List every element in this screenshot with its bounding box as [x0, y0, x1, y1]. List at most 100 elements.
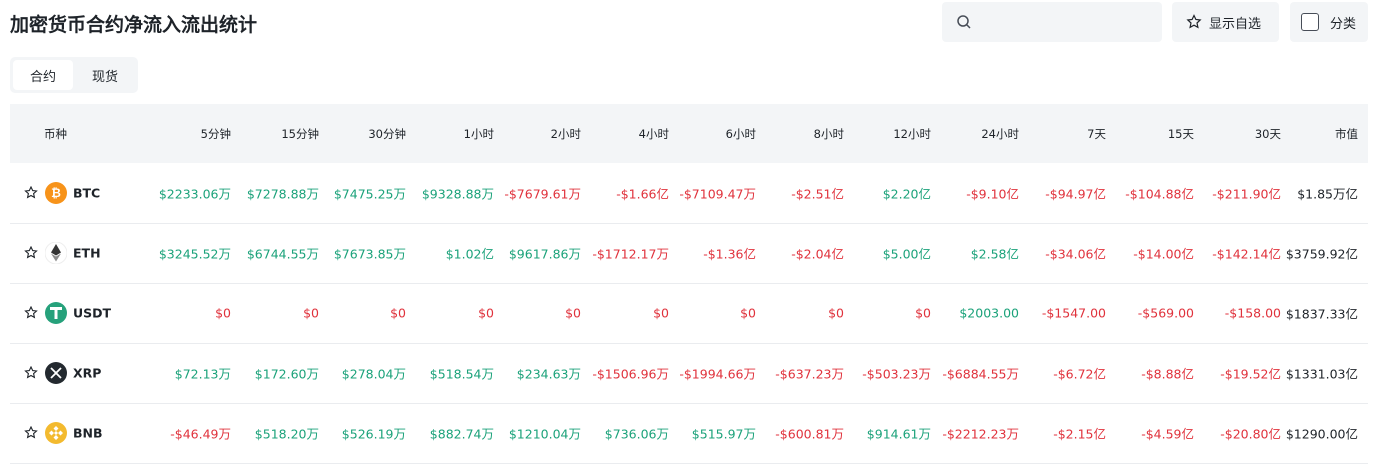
- flow-value: $9617.86万: [508, 246, 581, 262]
- flow-value: -$34.06亿: [1045, 246, 1106, 262]
- flow-value: $1290.00亿: [1285, 426, 1358, 442]
- flow-value: -$1.36亿: [703, 246, 756, 262]
- flow-value: -$2.51亿: [791, 186, 844, 202]
- flow-value: $172.60万: [254, 366, 319, 382]
- flow-value: $0: [478, 305, 494, 321]
- flow-value: -$2212.23万: [942, 426, 1019, 442]
- flow-value: $518.54万: [429, 366, 494, 382]
- column-header: 2小时: [550, 127, 581, 141]
- row-separator: [10, 283, 1368, 284]
- column-header: 15分钟: [281, 127, 319, 141]
- row-separator: [10, 403, 1368, 404]
- flow-value: $1837.33亿: [1285, 306, 1358, 322]
- row-separator: [10, 223, 1368, 224]
- row-separator: [10, 343, 1368, 344]
- flow-value: $736.06万: [604, 426, 669, 442]
- flow-value: -$1506.96万: [592, 366, 669, 382]
- checkbox: [1301, 13, 1319, 31]
- flow-value: -$1547.00: [1041, 305, 1106, 321]
- tab[interactable]: 现货: [91, 69, 118, 85]
- flow-value: -$9.10亿: [966, 186, 1019, 202]
- flow-value: -$14.00亿: [1133, 246, 1194, 262]
- flow-value: -$2.15亿: [1053, 426, 1106, 442]
- flow-value: -$6.72亿: [1053, 366, 1106, 382]
- flow-value: $2233.06万: [158, 186, 231, 202]
- flow-value: -$503.23万: [862, 366, 931, 382]
- flow-value: -$19.52亿: [1220, 366, 1281, 382]
- flow-value: $2.20亿: [882, 186, 931, 202]
- flow-value: $914.61万: [866, 426, 931, 442]
- flow-value: -$104.88亿: [1125, 186, 1194, 202]
- watchlist-button[interactable]: 显示自选: [1172, 2, 1279, 42]
- flow-value: $0: [915, 305, 931, 321]
- search-box[interactable]: [942, 2, 1162, 42]
- flow-value: $0: [828, 305, 844, 321]
- favorite-star[interactable]: [24, 426, 38, 440]
- column-header: 30分钟: [368, 127, 406, 141]
- column-header: 6小时: [725, 127, 756, 141]
- flow-value: $72.13万: [174, 366, 231, 382]
- flow-value: -$569.00: [1137, 305, 1194, 321]
- tab[interactable]: 合约: [13, 60, 73, 90]
- tab-bar: 合约 现货: [10, 57, 138, 93]
- coin-symbol: BNB: [73, 425, 103, 441]
- star-icon: [1186, 14, 1202, 29]
- flow-value: $7673.85万: [333, 246, 406, 262]
- flow-value: $0: [215, 305, 231, 321]
- column-header: 8小时: [813, 127, 844, 141]
- column-header: 币种: [44, 127, 67, 141]
- column-header: 12小时: [893, 127, 931, 141]
- flow-value: -$20.80亿: [1220, 426, 1281, 442]
- flow-value: -$7679.61万: [504, 186, 581, 202]
- column-header: 30天: [1254, 127, 1281, 141]
- flow-value: $1331.03亿: [1285, 366, 1358, 382]
- button-label: 显示自选: [1209, 16, 1262, 32]
- coin-symbol: BTC: [73, 185, 101, 201]
- favorite-star[interactable]: [24, 246, 38, 260]
- coin-icon: [45, 362, 67, 384]
- column-header: 5分钟: [200, 127, 231, 141]
- coin-icon: ₿: [45, 182, 67, 204]
- flow-value: -$1994.66万: [679, 366, 756, 382]
- flow-value: $0: [390, 305, 406, 321]
- coin-icon: [45, 422, 67, 444]
- flow-value: -$600.81万: [775, 426, 844, 442]
- flow-value: $2.58亿: [970, 246, 1019, 262]
- flow-value: -$46.49万: [170, 426, 231, 442]
- page-title: 加密货币合约净流入流出统计: [10, 14, 258, 36]
- flow-value: -$142.14亿: [1212, 246, 1281, 262]
- flow-value: $882.74万: [429, 426, 494, 442]
- table-header: [10, 104, 1368, 163]
- favorite-star[interactable]: [24, 306, 38, 320]
- flow-value: -$2.04亿: [791, 246, 844, 262]
- flow-value: -$8.88亿: [1141, 366, 1194, 382]
- favorite-star[interactable]: [24, 366, 38, 380]
- column-header: 15天: [1167, 127, 1194, 141]
- flow-value: -$1712.17万: [592, 246, 669, 262]
- flow-value: $7278.88万: [246, 186, 319, 202]
- flow-value: $7475.25万: [333, 186, 406, 202]
- button-label: 分类: [1330, 16, 1357, 32]
- column-header: 24小时: [981, 127, 1019, 141]
- flow-value: -$7109.47万: [679, 186, 756, 202]
- flow-value: $0: [565, 305, 581, 321]
- flow-value: $1210.04万: [508, 426, 581, 442]
- flow-value: -$94.97亿: [1045, 186, 1106, 202]
- flow-value: $234.63万: [516, 366, 581, 382]
- search-icon: [957, 15, 971, 29]
- flow-value: $2003.00: [959, 305, 1019, 321]
- flow-value: -$211.90亿: [1212, 186, 1281, 202]
- favorite-star[interactable]: [24, 186, 38, 200]
- flow-value: $518.20万: [254, 426, 319, 442]
- coin-icon: [45, 242, 67, 264]
- coin-symbol: USDT: [73, 305, 112, 321]
- flow-value: -$1.66亿: [616, 186, 669, 202]
- flow-value: $526.19万: [341, 426, 406, 442]
- flow-value: -$6884.55万: [942, 366, 1019, 382]
- column-header: 7天: [1087, 127, 1106, 141]
- flow-value: $1.85万亿: [1297, 186, 1358, 202]
- category-button[interactable]: 分类: [1290, 2, 1368, 42]
- flow-value: $0: [740, 305, 756, 321]
- coin-icon: [45, 302, 67, 324]
